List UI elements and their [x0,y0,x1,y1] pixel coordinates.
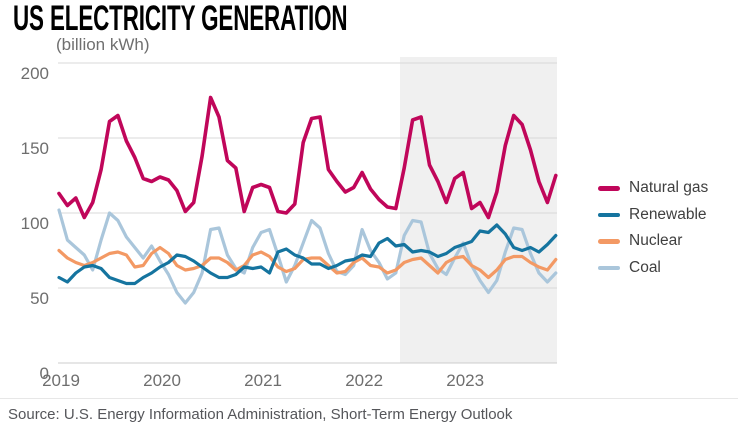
legend-swatch-coal [598,265,620,270]
chart-title: US ELECTRICITY GENERATION [13,0,348,38]
y-tick-label-50: 50 [30,289,49,308]
x-tick-label-2020: 2020 [143,371,181,390]
x-tick-label-2022: 2022 [345,371,383,390]
legend-item-natural-gas: Natural gas [598,175,708,202]
legend-item-coal: Coal [598,255,708,282]
series-line-nuclear [57,245,558,280]
y-tick-label-150: 150 [21,139,49,158]
legend-label-renewable: Renewable [629,205,707,223]
series-line-natural-gas [57,95,558,220]
x-tick-label-2021: 2021 [244,371,282,390]
y-axis-unit-label: (billion kWh) [56,35,150,54]
y-tick-label-200: 200 [21,64,49,83]
legend-item-renewable: Renewable [598,202,708,229]
legend-label-nuclear: Nuclear [629,232,683,250]
forecast-region [400,57,557,363]
legend-label-coal: Coal [629,258,661,276]
legend-swatch-renewable [598,212,620,217]
legend-item-nuclear: Nuclear [598,228,708,255]
source-note: Source: U.S. Energy Information Administ… [8,406,513,423]
chart-legend: Natural gas Renewable Nuclear Coal [598,175,708,281]
x-tick-label-2023: 2023 [446,371,484,390]
series-line-renewable [57,223,558,286]
legend-swatch-nuclear [598,239,620,244]
legend-label-natural-gas: Natural gas [629,179,709,197]
y-tick-label-100: 100 [21,214,49,233]
y-tick-label-0: 0 [40,364,49,383]
x-tick-label-2019: 2019 [42,371,80,390]
legend-swatch-natural-gas [598,186,620,191]
footer-divider [0,398,738,399]
